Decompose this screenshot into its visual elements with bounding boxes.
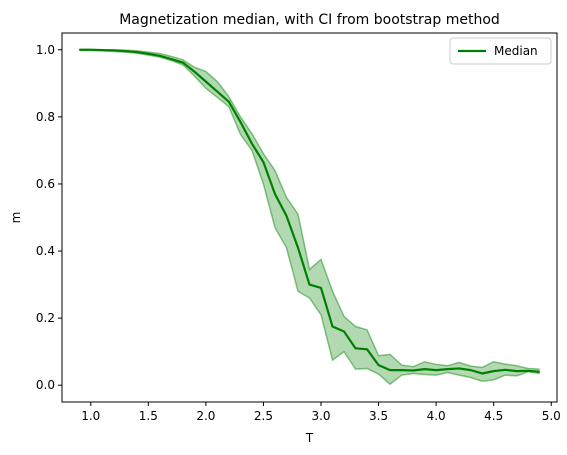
x-axis-label: T bbox=[305, 431, 314, 445]
legend: Median bbox=[449, 37, 552, 65]
y-tick-label: 0.0 bbox=[36, 378, 55, 392]
y-tick-label: 0.4 bbox=[36, 244, 55, 258]
plot-frame bbox=[61, 32, 558, 403]
x-tick-label: 4.0 bbox=[427, 409, 446, 423]
ci-upper-line bbox=[79, 49, 540, 370]
x-tick-label: 2.0 bbox=[196, 409, 215, 423]
y-axis: 0.0 0.2 0.4 0.6 0.8 1.0 bbox=[36, 43, 62, 392]
legend-box bbox=[449, 37, 552, 65]
median-line bbox=[79, 48, 540, 375]
x-tick-label: 1.5 bbox=[139, 409, 158, 423]
chart-title: Magnetization median, with CI from boots… bbox=[119, 12, 500, 28]
y-tick-label: 0.2 bbox=[36, 311, 55, 325]
y-tick-label: 0.8 bbox=[36, 110, 55, 124]
x-tick-label: 3.5 bbox=[369, 409, 388, 423]
x-axis: 1.0 1.5 2.0 2.5 3.0 3.5 4.0 4.5 5.0 bbox=[81, 402, 561, 423]
x-tick-label: 1.0 bbox=[81, 409, 100, 423]
y-tick-label: 0.6 bbox=[36, 177, 55, 191]
y-axis-label: m bbox=[9, 212, 23, 224]
x-tick-label: 5.0 bbox=[542, 409, 561, 423]
x-tick-label: 4.5 bbox=[484, 409, 503, 423]
legend-label-median: Median bbox=[494, 44, 538, 58]
x-tick-label: 2.5 bbox=[254, 409, 273, 423]
plot-area bbox=[61, 32, 558, 403]
y-tick-label: 1.0 bbox=[36, 43, 55, 57]
x-tick-label: 3.0 bbox=[311, 409, 330, 423]
ci-lower-line bbox=[79, 49, 540, 386]
